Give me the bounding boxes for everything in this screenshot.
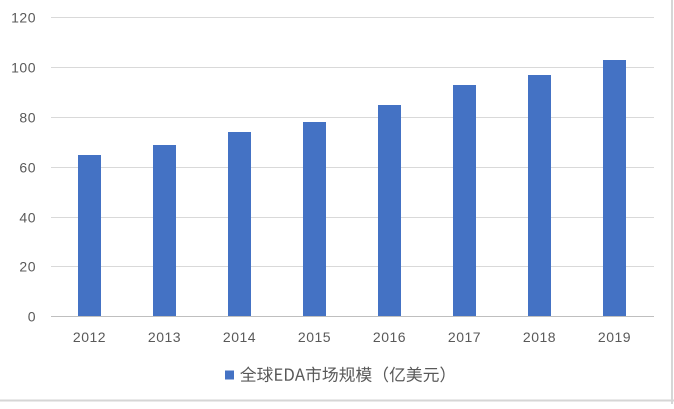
svg-text:120: 120 bbox=[11, 10, 36, 26]
svg-text:40: 40 bbox=[19, 210, 36, 226]
svg-text:60: 60 bbox=[19, 160, 36, 176]
svg-text:20: 20 bbox=[19, 259, 36, 275]
svg-text:0: 0 bbox=[28, 309, 36, 325]
svg-text:2015: 2015 bbox=[298, 329, 331, 345]
svg-text:2012: 2012 bbox=[73, 329, 106, 345]
svg-text:80: 80 bbox=[19, 110, 36, 126]
svg-text:2019: 2019 bbox=[598, 329, 631, 345]
svg-text:2017: 2017 bbox=[448, 329, 481, 345]
svg-text:2013: 2013 bbox=[148, 329, 181, 345]
svg-text:2014: 2014 bbox=[223, 329, 256, 345]
svg-text:2016: 2016 bbox=[373, 329, 406, 345]
svg-text:100: 100 bbox=[11, 60, 36, 76]
svg-text:2018: 2018 bbox=[523, 329, 556, 345]
